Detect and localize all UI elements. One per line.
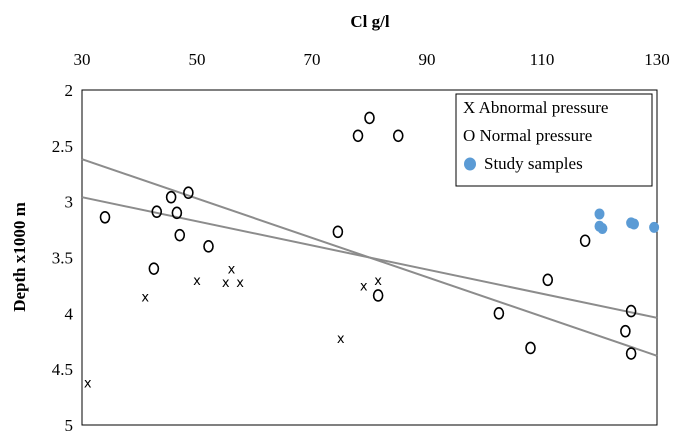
normal-pressure-point [99, 211, 111, 224]
normal-pressure-point [579, 234, 591, 248]
normal-pressure-point [372, 289, 384, 302]
abnormal-pressure-point: x [236, 276, 244, 291]
study-sample-point [594, 208, 605, 220]
legend-marker-study-samples [464, 157, 476, 171]
x-tick-label: 90 [419, 50, 436, 69]
y-tick-label: 3.5 [52, 249, 73, 268]
normal-pressure-point [525, 341, 536, 355]
normal-pressure-point [392, 129, 404, 143]
normal-pressure-point [165, 190, 177, 204]
y-tick-label: 4.5 [52, 360, 73, 379]
y-tick-label: 2.5 [52, 137, 73, 156]
x-tick-label: 50 [189, 50, 206, 69]
x-tick-labels: 30 50 70 90 110 130 [74, 50, 670, 69]
study-sample-point [649, 221, 660, 233]
y-tick-label: 5 [65, 416, 74, 432]
normal-pressure-point [493, 307, 505, 320]
normal-pressure-point [203, 240, 214, 253]
legend-entry: X Abnormal pressure [463, 98, 608, 117]
legend: X Abnormal pressure O Normal pressure Stud… [455, 93, 653, 187]
abnormal-pressure-point: x [360, 279, 368, 294]
y-tick-labels: 2 2.5 3 3.5 4 4.5 5 [52, 81, 74, 432]
x-tick-label: 30 [74, 50, 91, 69]
normal-pressure-point [364, 111, 375, 125]
normal-pressure-point [625, 304, 637, 318]
normal-pressure-point [620, 324, 631, 338]
x-tick-label: 130 [644, 50, 670, 69]
abnormal-pressure-point: x [193, 274, 201, 289]
normal-pressure-point [332, 225, 344, 239]
abnormal-pressure-point: x [337, 332, 345, 347]
legend-entry: O Normal pressure [463, 126, 592, 145]
normal-pressure-point [174, 228, 186, 242]
x-axis-title: Cl g/l [350, 12, 389, 31]
legend-entry: Study samples [484, 154, 583, 173]
x-tick-label: 70 [304, 50, 321, 69]
y-tick-label: 2 [65, 81, 74, 100]
trendline [81, 196, 658, 319]
legend-box [455, 93, 653, 187]
y-tick-label: 3 [65, 193, 74, 212]
normal-pressure-point [625, 347, 637, 360]
abnormal-pressure-point: x [228, 263, 236, 278]
trendlines [81, 158, 658, 357]
normal-pressure-point [171, 206, 183, 220]
y-axis-title: Depth x1000 m [10, 202, 29, 312]
normal-pressure-point [148, 262, 160, 275]
x-tick-label: 110 [530, 50, 555, 69]
normal-pressure-point [542, 273, 554, 287]
y-tick-label: 4 [65, 304, 74, 323]
abnormal-pressure-point: x [222, 276, 230, 291]
normal-pressure-point [183, 186, 194, 200]
abnormal-pressure-point: x [141, 291, 149, 306]
study-sample-point [597, 222, 608, 234]
normal-pressure-point [151, 205, 163, 219]
study-sample-point [629, 218, 639, 230]
normal-pressure-point [352, 129, 364, 143]
plot-area-frame [81, 89, 658, 426]
abnormal-pressure-point: x [84, 377, 92, 392]
abnormal-pressure-point: x [374, 274, 382, 289]
